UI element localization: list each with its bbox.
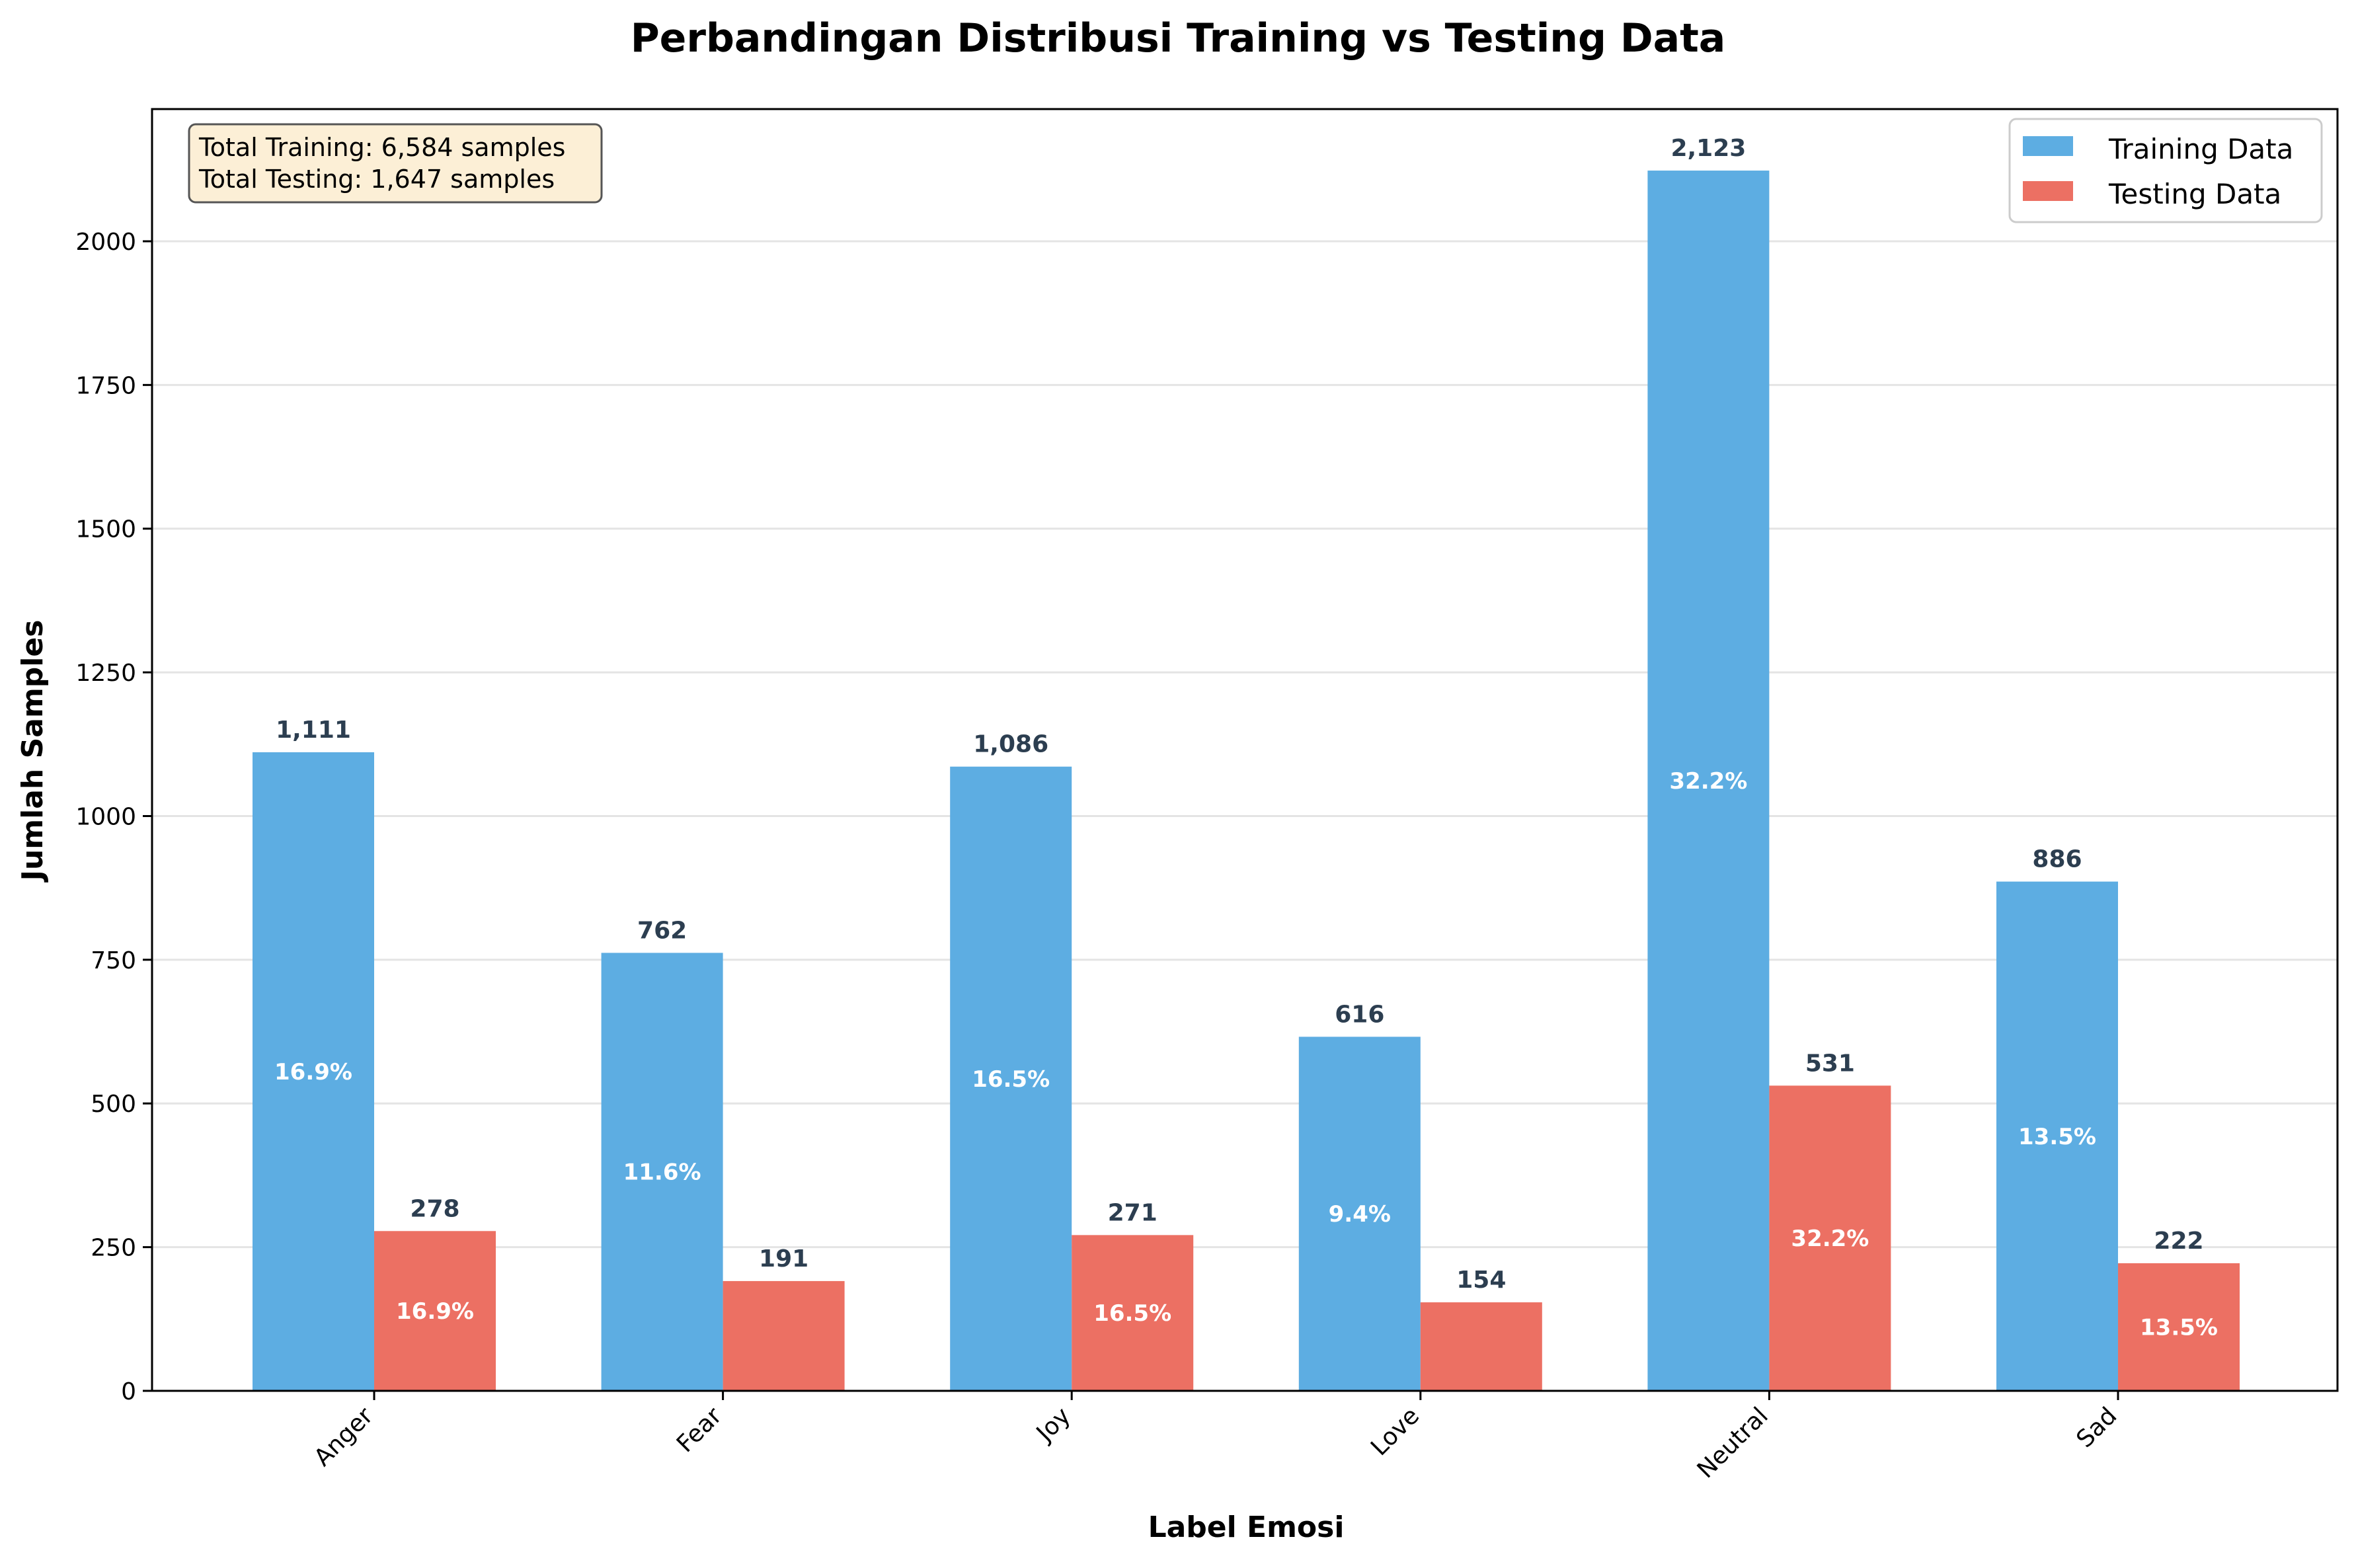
bar-training [1996,881,2118,1391]
value-label-training: 2,123 [1670,135,1746,162]
value-label-testing: 191 [759,1245,808,1273]
value-label-testing: 222 [2154,1228,2203,1255]
value-label-training: 1,111 [276,717,351,744]
percent-label-training: 11.6% [623,1159,701,1186]
y-tick-label: 750 [91,947,136,974]
bar-training [1647,171,1770,1391]
y-tick-label: 1250 [75,660,136,687]
bar-training [1298,1037,1421,1391]
bar-testing [723,1280,845,1391]
bar-training [601,953,723,1391]
info-total-testing: Total Testing: 1,647 samples [198,165,555,194]
bar-training [950,766,1072,1391]
value-label-training: 1,086 [973,731,1048,758]
info-box-frame [188,123,603,204]
y-tick-label: 1500 [75,516,136,543]
legend-swatch-testing [2023,181,2073,201]
percent-label-testing: 32.2% [1791,1226,1869,1252]
legend: Training Data Testing Data [2008,118,2323,223]
value-label-training: 886 [2032,846,2082,873]
bars [253,171,2240,1391]
bar-testing [1769,1085,1891,1391]
legend-swatch-training [2023,136,2073,156]
legend-label-training: Training Data [2108,133,2293,165]
legend-frame [2008,118,2323,223]
bar-testing [374,1231,496,1391]
bar-testing [2118,1263,2240,1391]
value-label-testing: 271 [1108,1199,1158,1226]
chart-title: Perbandingan Distribusi Training vs Test… [631,15,1726,61]
y-axis-label: Jumlah Samples [16,620,50,883]
percent-label-training: 16.5% [972,1066,1050,1093]
percent-label-testing: 13.5% [2140,1314,2218,1341]
value-label-training: 762 [637,917,687,944]
value-label-testing: 154 [1456,1267,1506,1294]
value-label-training: 616 [1335,1001,1384,1028]
bar-training [253,752,374,1391]
legend-label-testing: Testing Data [2108,178,2281,210]
percent-label-training: 16.9% [274,1059,352,1085]
percent-label-training: 13.5% [2018,1124,2096,1150]
y-tick-label: 500 [91,1091,136,1118]
percent-label-training: 32.2% [1669,768,1747,795]
info-total-training: Total Training: 6,584 samples [198,133,565,162]
bar-testing [1420,1302,1542,1391]
percent-label-testing: 16.9% [396,1298,474,1325]
bar-testing [1072,1235,1194,1391]
value-label-testing: 531 [1805,1050,1855,1077]
y-tick-label: 0 [121,1378,136,1405]
x-axis-label: Label Emosi [1148,1510,1345,1544]
percent-label-training: 9.4% [1329,1201,1391,1228]
y-tick-label: 2000 [75,229,136,256]
info-box: Total Training: 6,584 samples Total Test… [188,123,603,204]
plot-frame [151,108,2339,1392]
percent-label-testing: 16.5% [1093,1300,1171,1327]
y-tick-label: 250 [91,1235,136,1262]
gridlines [152,240,2337,1249]
y-tick-label: 1750 [75,372,136,399]
value-label-testing: 278 [410,1195,459,1222]
y-tick-label: 1000 [75,803,136,830]
bar-labels: 1,111 16.9% 278 16.9% 762 11.6% 191 1,086 16.5% 2… [274,135,2218,1341]
